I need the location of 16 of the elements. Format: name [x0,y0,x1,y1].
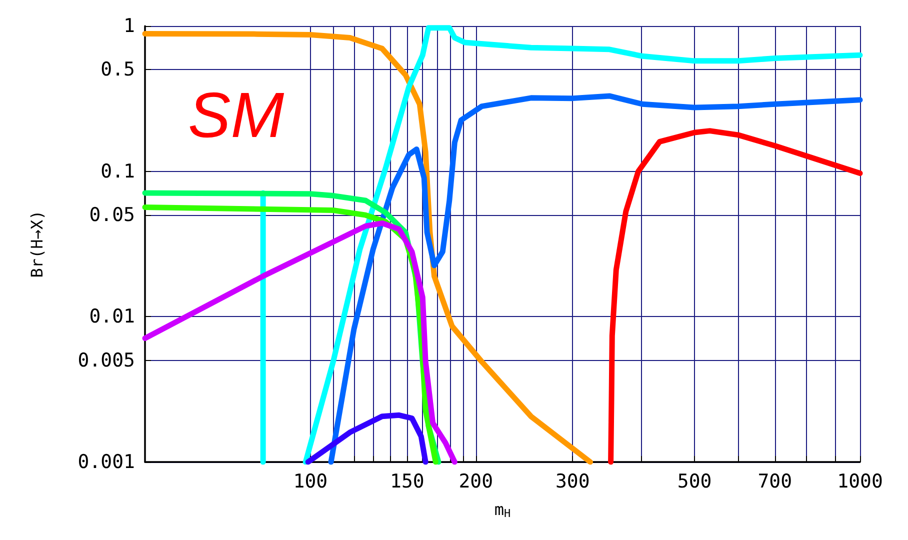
y-tick-label: 0.05 [89,204,135,226]
x-tick-label: 200 [458,470,494,492]
y-axis-title: Br(H→X) [28,210,46,278]
annotation: SM [188,79,285,151]
x-tick-label: 100 [293,470,328,492]
y-tick-label: 0.001 [78,451,135,473]
y-tick-label: 0.01 [89,306,135,328]
y-tick-label: 0.005 [78,349,135,372]
x-tick-label: 150 [390,470,424,492]
x-tick-label: 300 [555,470,590,492]
x-tick-label: 700 [758,470,792,492]
x-tick-label: 500 [677,470,712,492]
y-tick-label: 0.5 [100,58,135,81]
y-tick-label: 0.1 [100,160,135,182]
y-tick-label: 1 [124,15,135,37]
x-tick-label: 1000 [837,470,883,492]
